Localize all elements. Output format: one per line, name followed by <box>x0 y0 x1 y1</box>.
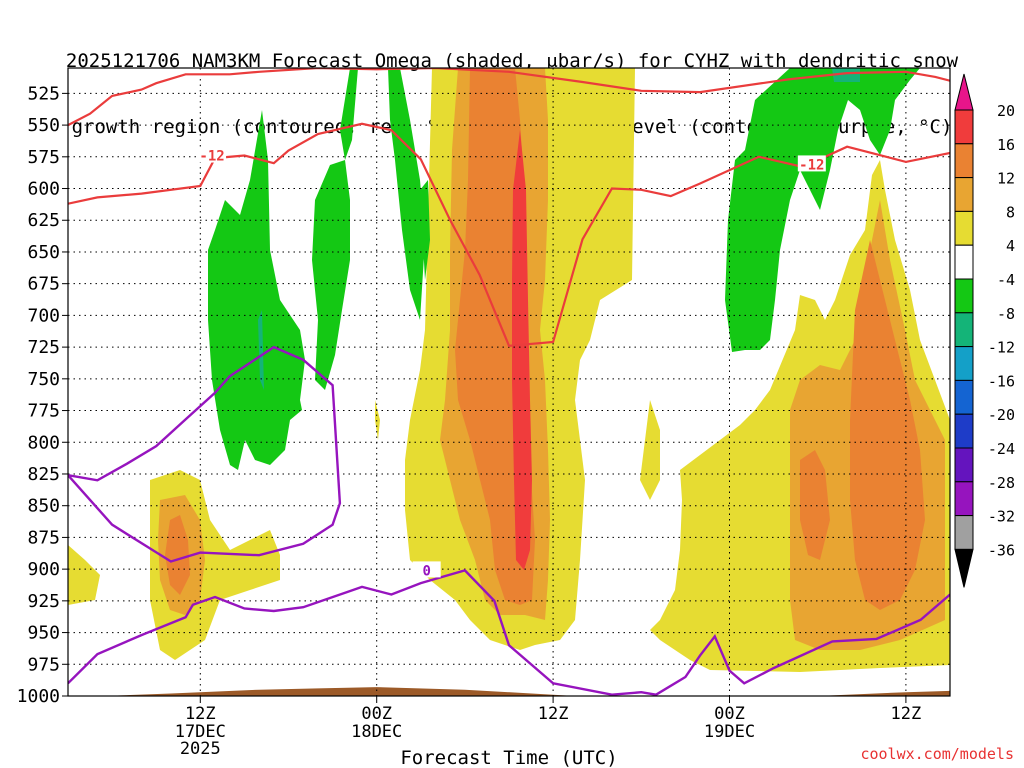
freezing-label: 0 <box>422 563 430 579</box>
y-tick-label-550: 550 <box>27 115 60 136</box>
dgz-label-left-bg <box>198 146 227 163</box>
y-tick-label-600: 600 <box>27 179 60 200</box>
y-tick-label-950: 950 <box>27 623 60 644</box>
x-axis-label: Forecast Time (UTC) <box>400 747 617 768</box>
colorbar-label-7: -12 <box>988 339 1015 357</box>
colorbar-swatch-4 <box>954 210 974 246</box>
y-tick-label-575: 575 <box>27 147 60 168</box>
dgz-label-right: -12 <box>799 157 824 173</box>
y-tick-label-750: 750 <box>27 369 60 390</box>
y-tick-label-700: 700 <box>27 305 60 326</box>
x-tick-label-0: 12Z <box>185 704 216 724</box>
title-line-1: 2025121706 NAM3KM Forecast Omega (shaded… <box>65 50 959 72</box>
colorbar-label-2: 12 <box>997 170 1015 188</box>
y-tick-label-900: 900 <box>27 559 60 580</box>
x-tick-year-0: 2025 <box>180 739 221 759</box>
y-tick-label-775: 775 <box>27 401 60 422</box>
colorbar-label-6: -8 <box>997 305 1015 323</box>
colorbar-label-8: -16 <box>988 372 1015 390</box>
colorbar-top-arrow <box>954 73 974 111</box>
colorbar-label-9: -20 <box>988 406 1015 424</box>
colorbar-swatch-1 <box>954 109 974 145</box>
colorbar-swatch-7 <box>954 312 974 348</box>
colorbar-label-0: 20 <box>997 102 1015 120</box>
omega-red-region <box>512 130 532 570</box>
colorbar-label-3: 8 <box>1006 203 1015 221</box>
freezing-label-bg <box>412 561 441 578</box>
colorbar-label-13: -36 <box>988 541 1015 559</box>
y-tick-label-525: 525 <box>27 83 60 104</box>
x-tick-date-1: 18DEC <box>351 722 402 742</box>
colorbar-label-12: -32 <box>988 508 1015 526</box>
colorbar-label-4: 4 <box>1006 237 1015 255</box>
y-tick-label-925: 925 <box>27 591 60 612</box>
colorbar-swatch-11 <box>954 447 974 483</box>
y-axis: 525 550 575 600 625 650 675 700 725 750 775 800 825 8… <box>17 83 68 707</box>
colorbar-label-10: -24 <box>988 440 1015 458</box>
y-tick-label-850: 850 <box>27 496 60 517</box>
colorbar-swatch-13 <box>954 515 974 550</box>
omega-shading <box>68 68 950 696</box>
colorbar-swatch-6 <box>954 278 974 314</box>
x-tick-date-0: 17DEC <box>175 722 226 742</box>
y-tick-label-650: 650 <box>27 242 60 263</box>
freezing-level-loop <box>68 345 342 563</box>
x-tick-label-2: 12Z <box>538 704 569 724</box>
colorbar-swatch-12 <box>954 481 974 517</box>
colorbar-swatch-3 <box>954 177 974 212</box>
dgz-label-left: -12 <box>199 149 224 165</box>
omega-green-region <box>208 68 920 470</box>
dgz-label-right-bg <box>797 155 826 172</box>
colorbar-swatch-8 <box>954 346 974 381</box>
x-tick-date-3: 19DEC <box>704 722 755 742</box>
freezing-level-contour <box>68 569 950 696</box>
colorbar-swatch-2 <box>954 143 974 179</box>
colorbar-bottom-arrow <box>954 548 974 588</box>
x-tick-label-1: 00Z <box>361 704 392 724</box>
colorbar-swatch-9 <box>954 379 974 415</box>
colorbar-swatch-10 <box>954 413 974 449</box>
dgz-top-contour <box>68 68 950 127</box>
colorbar-swatch-5 <box>954 244 974 280</box>
colorbar-label-11: -28 <box>988 474 1015 492</box>
y-tick-label-825: 825 <box>27 464 60 485</box>
y-tick-label-800: 800 <box>27 432 60 453</box>
y-tick-label-1000: 1000 <box>17 686 60 707</box>
y-tick-label-875: 875 <box>27 527 60 548</box>
colorbar-label-1: 16 <box>997 136 1015 154</box>
x-tick-label-4: 12Z <box>891 704 922 724</box>
contours: -12 -12 0 <box>68 68 950 696</box>
colorbar: 20 16 12 8 4 -4 -8 -12 -16 -20 -24 -28 -32 -36 <box>954 73 1015 588</box>
y-tick-label-725: 725 <box>27 337 60 358</box>
credit-text: coolwx.com/models <box>860 745 1014 763</box>
y-tick-label-675: 675 <box>27 274 60 295</box>
colorbar-label-5: -4 <box>997 271 1015 289</box>
x-tick-label-3: 00Z <box>714 704 745 724</box>
ground-terrain <box>68 687 950 696</box>
y-tick-label-975: 975 <box>27 654 60 675</box>
y-tick-label-625: 625 <box>27 210 60 231</box>
plot-frame <box>67 67 951 697</box>
